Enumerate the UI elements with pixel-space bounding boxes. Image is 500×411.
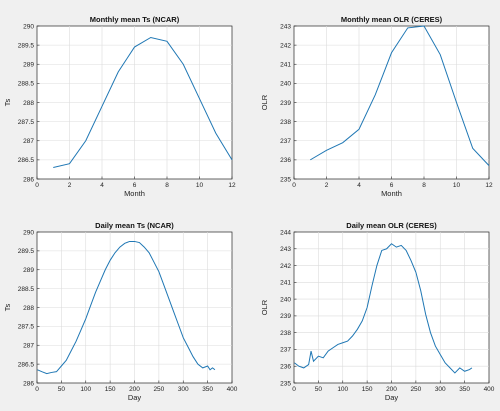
x-axis-label: Month [124, 189, 145, 198]
y-tick-label: 236 [280, 364, 291, 371]
y-tick-label: 241 [280, 280, 291, 287]
y-tick-label: 244 [280, 229, 291, 236]
x-tick-label: 12 [228, 182, 236, 189]
y-axis-label: Ts [3, 99, 12, 107]
chart-1: 0 2 4 6 8 10 12 235 236 237 238 239 240 241 242 243 Mont… [260, 15, 493, 198]
x-tick-label: 0 [35, 182, 39, 189]
y-tick-label: 235 [280, 176, 291, 183]
x-tick-label: 0 [292, 386, 296, 393]
x-tick-label: 200 [129, 386, 140, 393]
x-tick-label: 2 [325, 182, 329, 189]
y-tick-label: 289 [23, 62, 34, 69]
y-tick-label: 289 [23, 267, 34, 274]
x-axis-label: Day [128, 393, 142, 402]
y-tick-label: 290 [23, 23, 34, 30]
y-tick-label: 238 [280, 330, 291, 337]
y-tick-label: 288 [23, 305, 34, 312]
series-line [309, 25, 490, 166]
chart-0: 0 2 4 6 8 10 12 286 286.5 287 287.5 288 288.5 289 289.… [3, 15, 236, 198]
x-tick-label: 150 [105, 386, 116, 393]
chart-title: Daily mean Ts (NCAR) [95, 221, 174, 230]
chart-title: Monthly mean OLR (CERES) [341, 15, 443, 24]
x-tick-label: 50 [58, 386, 66, 393]
x-tick-label: 10 [453, 182, 461, 189]
y-tick-label: 236 [280, 157, 291, 164]
series-line [294, 243, 473, 374]
x-tick-label: 350 [202, 386, 213, 393]
y-tick-label: 286.5 [18, 157, 35, 164]
x-tick-label: 300 [178, 386, 189, 393]
y-tick-label: 237 [280, 138, 291, 145]
y-tick-label: 241 [280, 62, 291, 69]
y-tick-label: 288.5 [18, 81, 35, 88]
y-tick-label: 289.5 [18, 248, 35, 255]
x-tick-label: 6 [390, 182, 394, 189]
y-tick-label: 287.5 [18, 324, 35, 331]
x-tick-label: 10 [196, 182, 204, 189]
x-tick-label: 8 [422, 182, 426, 189]
y-tick-label: 238 [280, 119, 291, 126]
x-tick-label: 400 [227, 386, 238, 393]
x-tick-label: 0 [292, 182, 296, 189]
y-tick-label: 243 [280, 23, 291, 30]
y-tick-label: 290 [23, 229, 34, 236]
y-tick-label: 286 [23, 176, 34, 183]
x-tick-label: 400 [484, 386, 495, 393]
chart-2: 0 50 100 150 200 250 300 350 400 286 286.5 287 287.5… [3, 221, 238, 402]
x-tick-label: 6 [133, 182, 137, 189]
y-axis-label: OLR [260, 94, 269, 110]
chart-title: Daily mean OLR (CERES) [346, 221, 437, 230]
y-tick-label: 288.5 [18, 286, 35, 293]
y-tick-label: 287.5 [18, 119, 35, 126]
x-axis-label: Month [381, 189, 402, 198]
y-tick-label: 240 [280, 81, 291, 88]
y-tick-label: 242 [280, 263, 291, 270]
x-tick-label: 350 [459, 386, 470, 393]
x-tick-label: 12 [485, 182, 493, 189]
y-tick-label: 286 [23, 380, 34, 387]
x-axis-label: Day [385, 393, 399, 402]
chart-title: Monthly mean Ts (NCAR) [90, 15, 180, 24]
x-tick-label: 50 [315, 386, 323, 393]
x-tick-label: 0 [35, 386, 39, 393]
y-axis-label: Ts [3, 304, 12, 312]
series-line [37, 240, 216, 375]
x-tick-label: 200 [386, 386, 397, 393]
y-tick-label: 240 [280, 296, 291, 303]
series-line [53, 36, 233, 169]
x-tick-label: 150 [362, 386, 373, 393]
y-tick-label: 239 [280, 100, 291, 107]
y-tick-label: 239 [280, 313, 291, 320]
x-tick-label: 8 [165, 182, 169, 189]
y-tick-label: 237 [280, 347, 291, 354]
x-tick-label: 300 [435, 386, 446, 393]
x-tick-label: 250 [153, 386, 164, 393]
y-tick-label: 287 [23, 343, 34, 350]
y-tick-label: 243 [280, 246, 291, 253]
y-tick-label: 288 [23, 100, 34, 107]
y-tick-label: 286.5 [18, 361, 35, 368]
y-tick-label: 242 [280, 42, 291, 49]
y-tick-label: 289.5 [18, 42, 35, 49]
x-tick-label: 100 [337, 386, 348, 393]
chart-3: 0 50 100 150 200 250 300 350 400 235 236 237 238 239 2… [260, 221, 495, 402]
x-tick-label: 4 [100, 182, 104, 189]
x-tick-label: 2 [68, 182, 72, 189]
x-tick-label: 4 [357, 182, 361, 189]
y-tick-label: 235 [280, 380, 291, 387]
y-axis-label: OLR [260, 299, 269, 315]
x-tick-label: 100 [80, 386, 91, 393]
y-tick-label: 287 [23, 138, 34, 145]
x-tick-label: 250 [410, 386, 421, 393]
